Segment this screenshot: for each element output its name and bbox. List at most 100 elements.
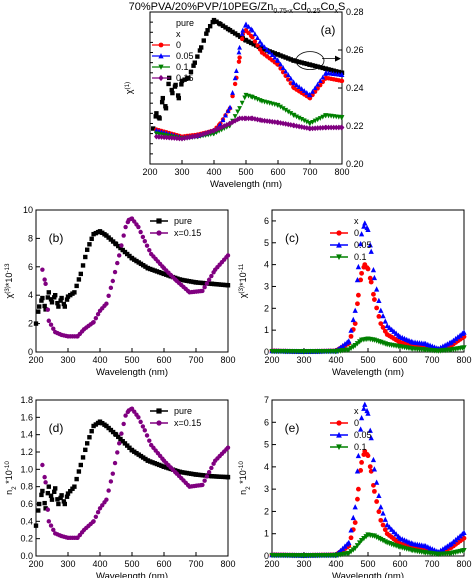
data-point bbox=[55, 300, 60, 306]
data-point bbox=[116, 434, 121, 440]
data-point bbox=[262, 47, 267, 52]
data-point bbox=[141, 263, 146, 268]
data-point bbox=[221, 123, 227, 129]
data-point bbox=[331, 68, 336, 73]
data-point bbox=[177, 469, 183, 475]
data-point bbox=[118, 436, 123, 442]
data-point bbox=[138, 261, 144, 267]
data-point bbox=[312, 125, 318, 132]
data-point bbox=[299, 124, 305, 130]
data-point bbox=[145, 458, 151, 463]
data-point bbox=[243, 21, 249, 27]
data-point bbox=[154, 111, 159, 116]
legend-label: x=0.15 bbox=[174, 418, 201, 428]
data-point bbox=[312, 85, 318, 91]
data-point bbox=[232, 31, 238, 36]
y-tick-label: 5 bbox=[264, 440, 269, 450]
data-point bbox=[151, 126, 156, 131]
data-point bbox=[220, 117, 226, 123]
data-point bbox=[246, 39, 251, 44]
data-point bbox=[358, 240, 364, 247]
data-point bbox=[239, 100, 245, 106]
data-point bbox=[108, 237, 114, 242]
x-tick-label: 400 bbox=[328, 559, 343, 569]
data-point bbox=[376, 509, 382, 515]
data-point bbox=[154, 269, 160, 274]
data-point bbox=[267, 49, 273, 55]
data-point bbox=[326, 124, 331, 131]
data-point bbox=[200, 473, 205, 478]
data-point bbox=[235, 109, 241, 115]
data-point bbox=[129, 256, 135, 261]
data-point bbox=[158, 64, 164, 70]
data-point bbox=[48, 322, 54, 327]
data-point bbox=[380, 510, 386, 516]
data-point bbox=[296, 84, 302, 90]
data-point bbox=[156, 218, 162, 224]
data-point bbox=[312, 118, 318, 124]
data-point bbox=[123, 413, 128, 418]
data-point bbox=[106, 425, 111, 431]
data-point bbox=[318, 65, 323, 70]
data-point bbox=[68, 292, 73, 298]
data-point bbox=[188, 69, 194, 74]
data-point bbox=[36, 309, 41, 314]
data-point bbox=[132, 219, 137, 224]
data-point bbox=[356, 486, 361, 492]
x-tick-label: 500 bbox=[124, 355, 139, 365]
x-axis-label: Wavelength (nm) bbox=[210, 179, 282, 190]
data-point bbox=[104, 497, 109, 502]
data-point bbox=[237, 55, 242, 60]
x-tick-label: 300 bbox=[60, 559, 75, 569]
data-point bbox=[40, 462, 45, 468]
data-point bbox=[218, 474, 224, 479]
data-point bbox=[323, 66, 329, 71]
data-point bbox=[55, 497, 60, 502]
data-point bbox=[195, 54, 200, 59]
data-point bbox=[372, 488, 377, 494]
data-point bbox=[232, 114, 238, 119]
y-axis-label: n2 *10-10 bbox=[4, 461, 18, 495]
data-point bbox=[184, 470, 189, 476]
data-point bbox=[442, 544, 448, 551]
data-point bbox=[355, 496, 360, 502]
data-point bbox=[283, 55, 288, 60]
data-point bbox=[326, 67, 331, 72]
data-point bbox=[294, 82, 299, 88]
data-point bbox=[448, 339, 454, 345]
arrow-head bbox=[335, 55, 341, 62]
series-pure bbox=[33, 419, 231, 528]
data-point bbox=[193, 472, 199, 477]
y-tick-label: 0.2 bbox=[20, 534, 33, 544]
data-point bbox=[248, 40, 254, 46]
data-point bbox=[56, 304, 61, 309]
data-point bbox=[352, 321, 358, 326]
data-point bbox=[389, 526, 395, 532]
data-point bbox=[201, 38, 206, 43]
x-tick-label: 700 bbox=[424, 559, 439, 569]
data-point bbox=[346, 539, 352, 546]
legend-label: x=0.15 bbox=[174, 228, 201, 238]
data-point bbox=[243, 38, 249, 43]
data-point bbox=[340, 342, 346, 349]
legend-b: pure x=0.15 bbox=[150, 216, 201, 238]
data-point bbox=[89, 236, 94, 242]
data-point bbox=[108, 427, 114, 433]
data-point bbox=[37, 501, 42, 507]
data-point bbox=[100, 420, 105, 426]
data-point bbox=[91, 231, 96, 237]
data-point bbox=[232, 75, 238, 81]
data-point bbox=[301, 118, 307, 124]
data-point bbox=[119, 243, 124, 248]
data-point bbox=[333, 124, 339, 131]
data-point bbox=[278, 61, 283, 67]
data-point bbox=[143, 456, 148, 462]
y-right-tick-label: 0.26 bbox=[346, 45, 364, 55]
data-point bbox=[358, 426, 364, 432]
data-point bbox=[150, 460, 155, 465]
data-point bbox=[62, 501, 67, 507]
data-point bbox=[362, 220, 368, 226]
x-tick-label: 400 bbox=[328, 355, 343, 365]
data-point bbox=[304, 90, 310, 95]
data-point bbox=[315, 81, 321, 87]
